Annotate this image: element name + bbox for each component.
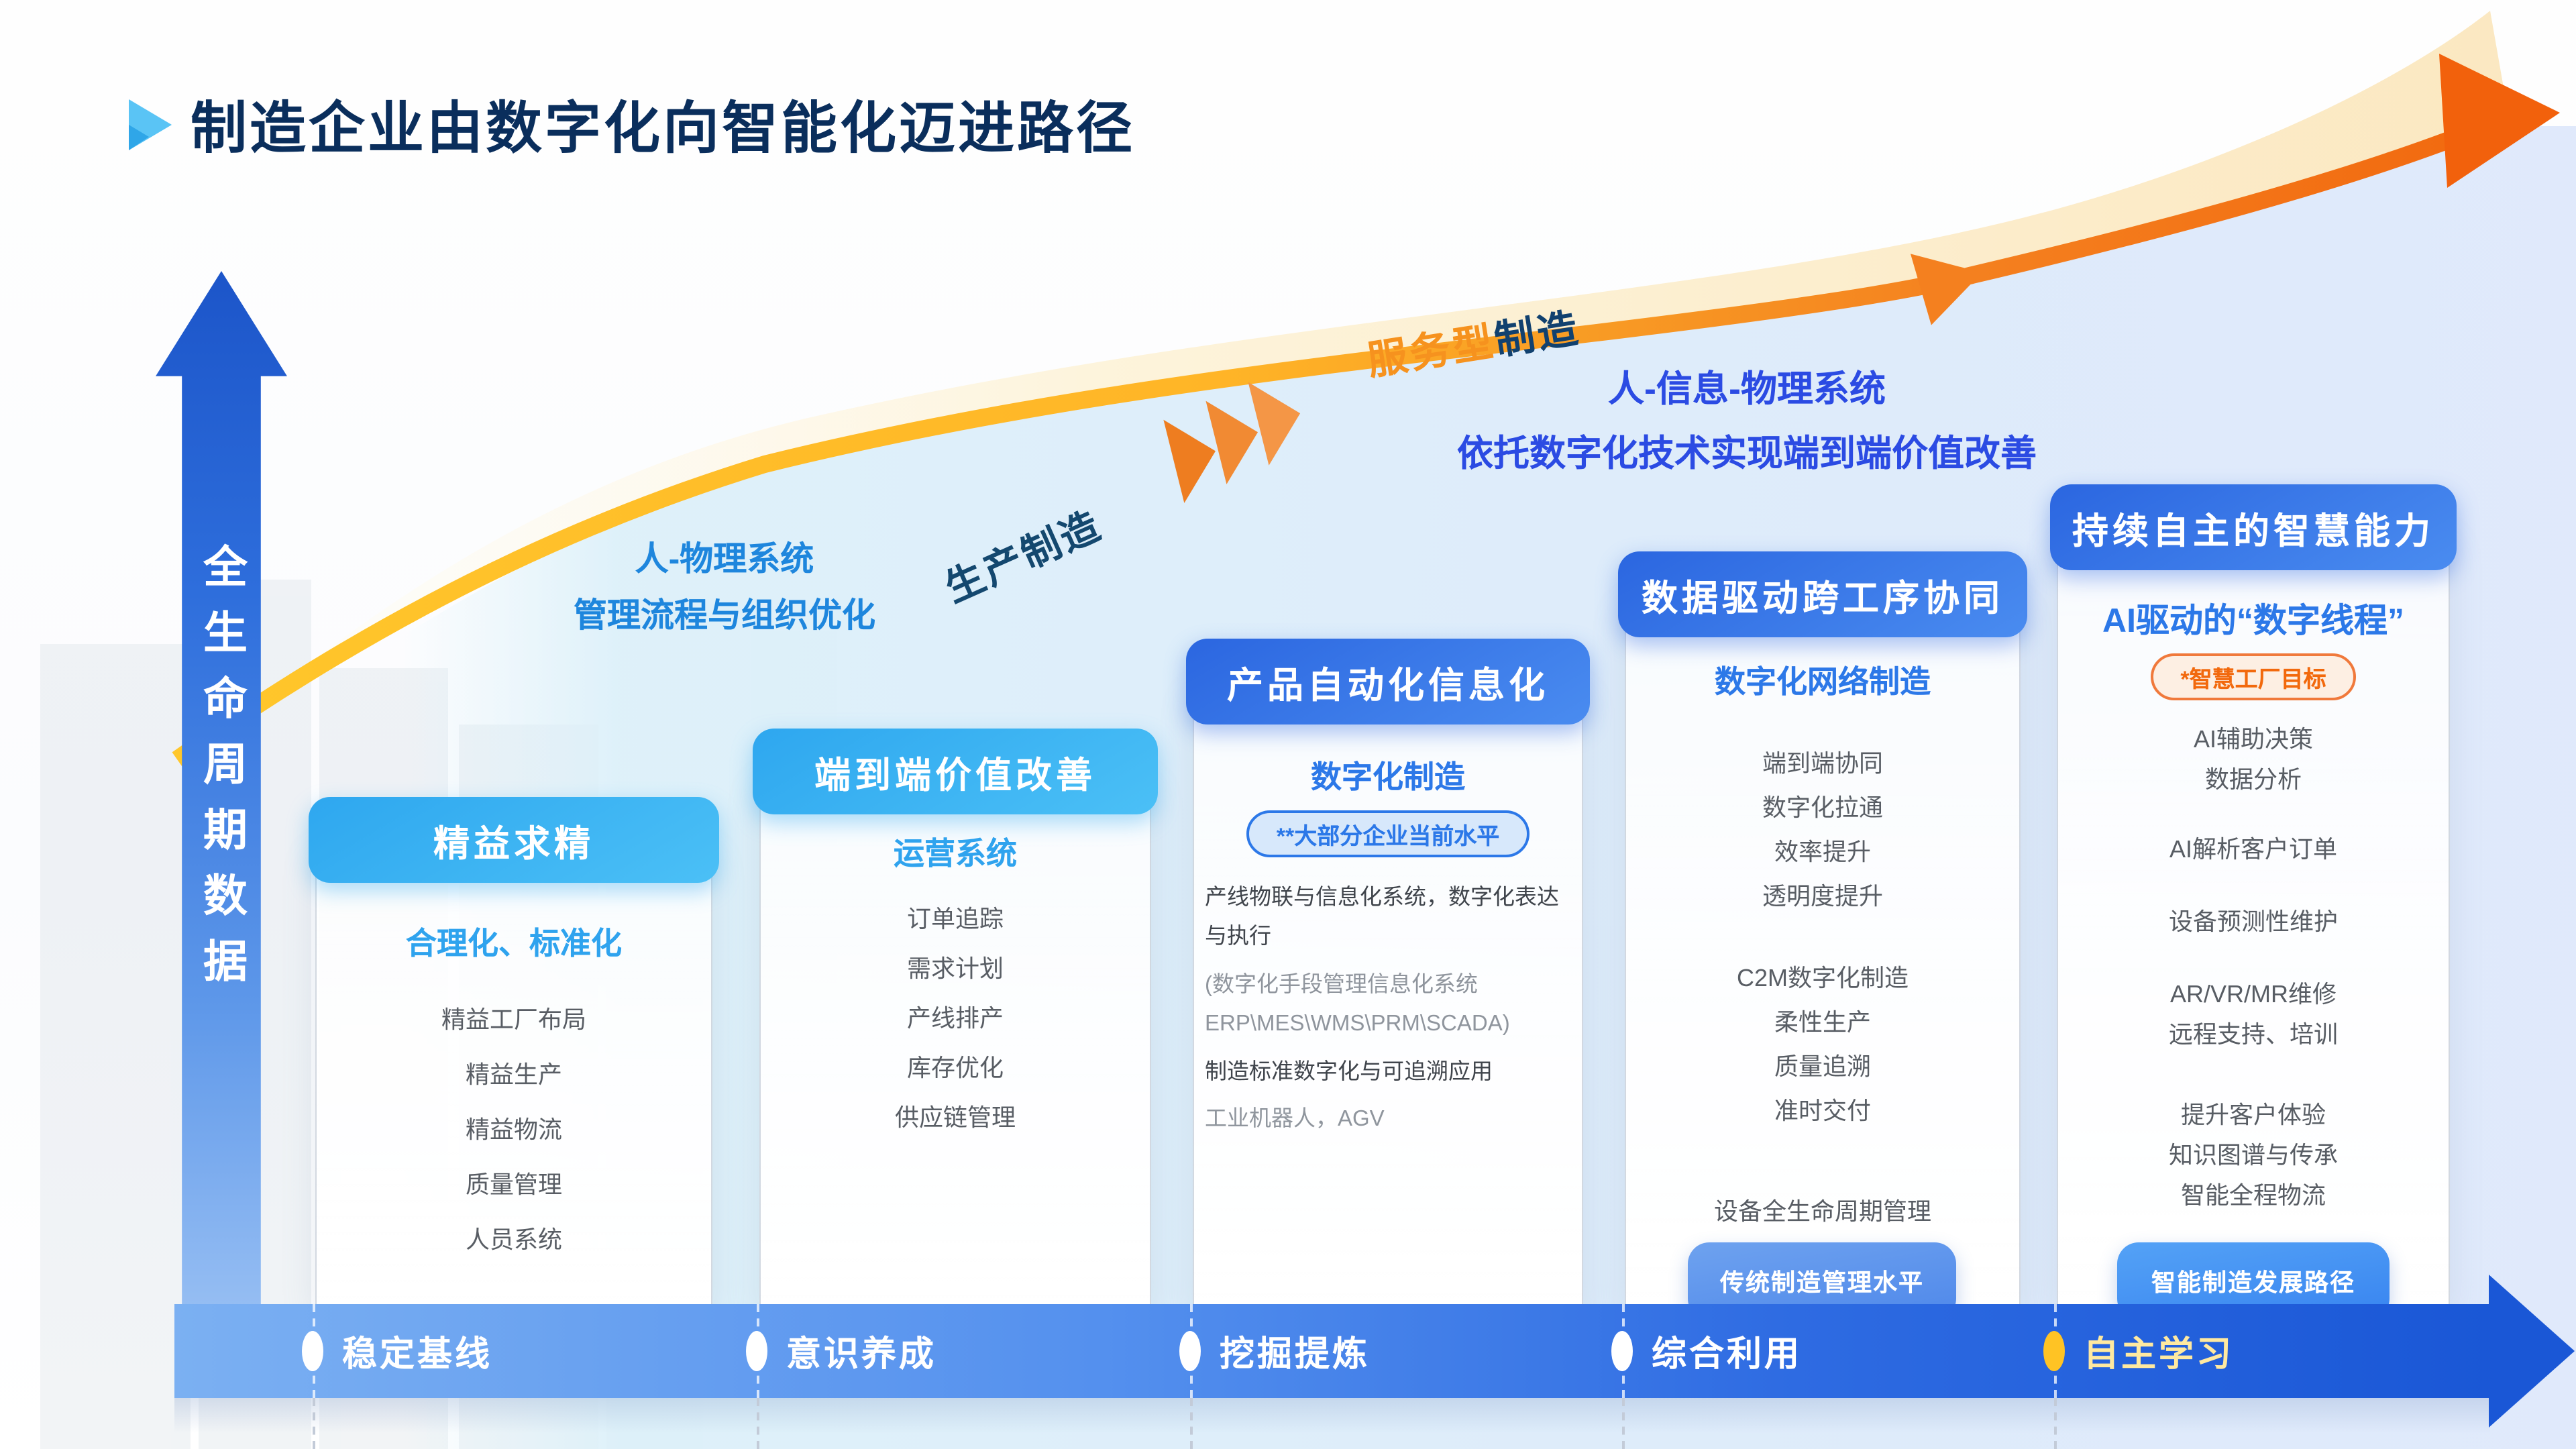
divider-dashed	[313, 1398, 315, 1449]
paragraph: 产线物联与信息化系统，数字化表达与执行	[1205, 885, 1559, 949]
y-axis-label: 全生命周期数据	[197, 543, 247, 1003]
column-panel	[1625, 594, 2021, 1304]
list-item: 产线排产	[907, 1005, 1004, 1032]
title-arrow-icon	[129, 99, 172, 150]
list-item: 设备预测性维护	[2169, 908, 2338, 935]
annotation-line: 管理流程与组织优化	[573, 597, 875, 635]
annotation-human-physical: 人-物理系统 管理流程与组织优化	[507, 531, 942, 644]
list-item: 智能全程物流	[2181, 1182, 2326, 1209]
list-item: 数字化拉通	[1762, 794, 1883, 821]
stage-label: 意识养成	[786, 1333, 937, 1373]
column-subtitle: AI驱动的“数字线程”	[2102, 602, 2404, 640]
stage-self-learning: 自主学习	[2043, 1304, 2234, 1398]
stage-dot	[1179, 1331, 1201, 1371]
list-item: 精益物流	[466, 1116, 562, 1143]
list-item: 供应链管理	[895, 1104, 1016, 1131]
page-header: 制造企业由数字化向智能化迈进路径	[129, 83, 1135, 165]
column-subtitle: 数字化网络制造	[1715, 664, 1931, 699]
paragraph: 制造标准数字化与可追溯应用	[1205, 1059, 1493, 1083]
annotation-line: 依托数字化技术实现端到端价值改善	[1457, 433, 2037, 474]
growth-curve	[172, 117, 2488, 767]
smart-factory-goal-note: *智慧工厂目标	[2151, 653, 2356, 700]
list-item: AI解析客户订单	[2169, 836, 2337, 863]
list-item: 知识图谱与传承	[2169, 1142, 2338, 1169]
column-data-driven: 数据驱动跨工序协同 数字化网络制造 端到端协同 数字化拉通 效率提升 透明度提升…	[1618, 551, 2027, 1320]
paragraph: 工业机器人，AGV	[1205, 1107, 1385, 1132]
column-panel	[759, 771, 1151, 1304]
stage-utilization: 综合利用	[1611, 1304, 1802, 1398]
list-item: 精益生产	[466, 1061, 562, 1088]
list-item: 订单追踪	[907, 906, 1004, 932]
timeline-bar	[174, 1304, 2490, 1398]
list-item: 效率提升	[1774, 839, 1871, 865]
column-header: 持续自主的智慧能力	[2050, 484, 2457, 570]
annotation-line: 人-信息-物理系统	[1608, 369, 1886, 409]
column-end-to-end: 端到端价值改善 运营系统 订单追踪 需求计划 产线排产 库存优化 供应链管理	[753, 729, 1158, 1304]
list-item: 数据分析	[2205, 766, 2302, 793]
curve-label-service-rest: 制造	[1491, 307, 1584, 364]
current-level-note: **大部分企业当前水平	[1246, 810, 1529, 857]
chevron-triangles-icon	[1163, 382, 1301, 503]
stage-baseline: 稳定基线	[302, 1304, 492, 1398]
divider-dashed	[1622, 1398, 1625, 1449]
list-item: 设备全生命周期管理	[1714, 1198, 1931, 1225]
stage-label: 挖掘提炼	[1220, 1333, 1371, 1373]
stage-dot	[746, 1331, 767, 1371]
stage-label: 稳定基线	[342, 1333, 493, 1373]
list-item: 远程支持、培训	[2169, 1021, 2338, 1048]
stage-dot	[302, 1331, 323, 1371]
column-intelligence: 持续自主的智慧能力 AI驱动的“数字线程” *智慧工厂目标 AI辅助决策 数据分…	[2050, 484, 2457, 1320]
list-item: 提升客户体验	[2181, 1102, 2326, 1128]
list-item: 精益工厂布局	[441, 1006, 586, 1033]
divider-dashed	[1190, 1398, 1193, 1449]
list-item: C2M数字化制造	[1736, 965, 1909, 991]
list-item: 柔性生产	[1774, 1009, 1871, 1036]
stage-mining: 挖掘提炼	[1179, 1304, 1370, 1398]
list-item: 准时交付	[1774, 1097, 1871, 1124]
annotation-human-cyber-physical: 人-信息-物理系统 依托数字化技术实现端到端价值改善	[1379, 357, 2114, 486]
column-header: 精益求精	[309, 797, 719, 883]
list-item: 透明度提升	[1762, 883, 1883, 910]
page-title: 制造企业由数字化向智能化迈进路径	[191, 97, 1136, 160]
divider-dashed	[2054, 1398, 2057, 1449]
column-subtitle: 合理化、标准化	[406, 926, 622, 961]
column-subtitle: 数字化制造	[1311, 759, 1465, 794]
column-panel	[2057, 527, 2450, 1304]
timeline-bar-shadow	[174, 1398, 2490, 1433]
paragraph: (数字化手段管理信息化系统ERP\MES\WMS\PRM\SCADA)	[1205, 972, 1510, 1036]
list-item: 端到端协同	[1762, 750, 1883, 777]
column-lean: 精益求精 合理化、标准化 精益工厂布局 精益生产 精益物流 质量管理 人员系统	[309, 797, 719, 1304]
list-item: 库存优化	[907, 1055, 1004, 1081]
stage-label: 综合利用	[1652, 1333, 1803, 1373]
stage-awareness: 意识养成	[746, 1304, 936, 1398]
column-header: 数据驱动跨工序协同	[1618, 551, 2027, 637]
curve-mid-arrowhead-icon	[1910, 254, 1982, 325]
column-automation: 产品自动化信息化 数字化制造 **大部分企业当前水平 产线物联与信息化系统，数字…	[1186, 639, 1590, 1304]
divider-dashed	[757, 1398, 759, 1449]
stage-dot	[1611, 1331, 1633, 1371]
column-panel	[315, 840, 712, 1304]
list-item: 质量追溯	[1774, 1053, 1871, 1080]
column-header: 产品自动化信息化	[1186, 639, 1590, 724]
list-item: 需求计划	[907, 955, 1004, 982]
list-item: AR/VR/MR维修	[2169, 981, 2337, 1008]
column-panel	[1193, 682, 1583, 1304]
stage-dot	[2043, 1331, 2065, 1371]
column-header: 端到端价值改善	[753, 729, 1158, 814]
list-item: 质量管理	[466, 1171, 562, 1198]
column-subtitle: 运营系统	[894, 836, 1017, 871]
stage-label: 自主学习	[2084, 1333, 2235, 1373]
list-item: AI辅助决策	[2193, 726, 2313, 753]
list-item: 人员系统	[466, 1226, 562, 1253]
curve-end-arrowhead-icon	[2439, 54, 2560, 188]
annotation-line: 人-物理系统	[635, 541, 814, 578]
